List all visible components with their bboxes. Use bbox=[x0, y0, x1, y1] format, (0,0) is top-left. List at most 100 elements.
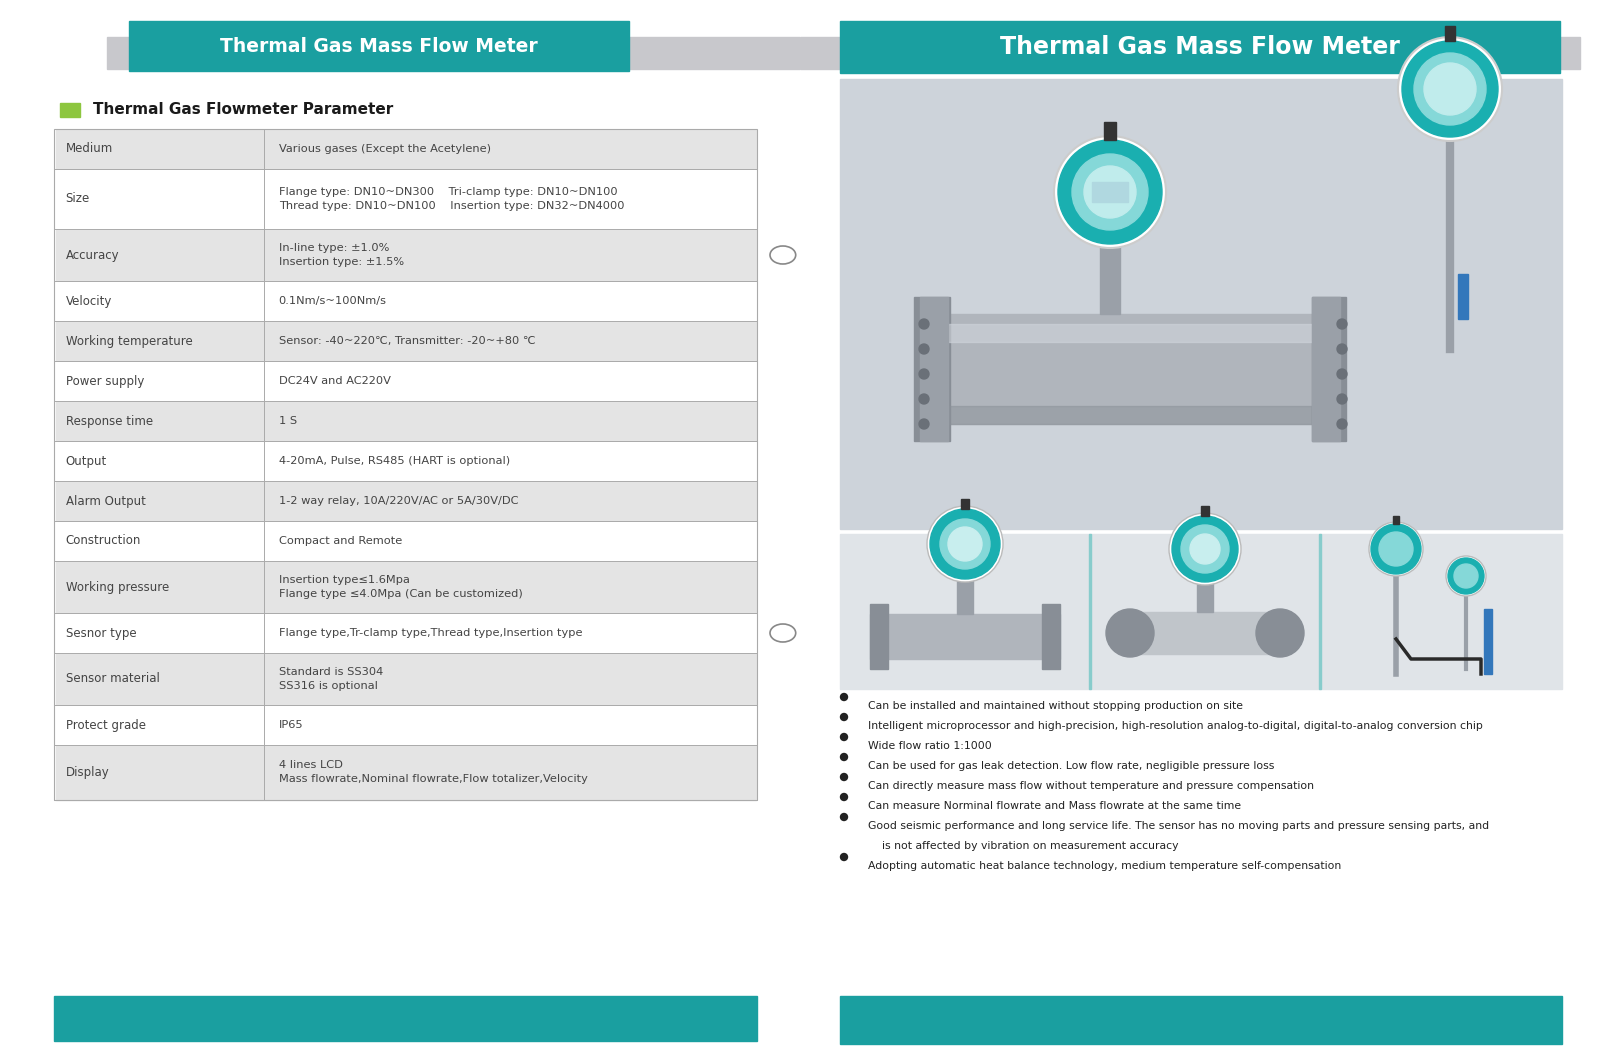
Circle shape bbox=[840, 813, 848, 821]
Circle shape bbox=[1072, 154, 1149, 230]
Text: Good seismic performance and long service life. The sensor has no moving parts a: Good seismic performance and long servic… bbox=[867, 821, 1490, 831]
Bar bbox=[1130, 612, 1280, 654]
Text: 1-2 way relay, 10A/220V/AC or 5A/30V/DC: 1-2 way relay, 10A/220V/AC or 5A/30V/DC bbox=[278, 496, 518, 506]
Text: Display: Display bbox=[66, 766, 109, 779]
Bar bbox=[107, 37, 806, 69]
Text: Protect grade: Protect grade bbox=[66, 718, 146, 732]
Circle shape bbox=[918, 319, 930, 329]
Text: Insertion type≤1.6Mpa: Insertion type≤1.6Mpa bbox=[278, 575, 410, 585]
Text: Can measure Norminal flowrate and Mass flowrate at the same time: Can measure Norminal flowrate and Mass f… bbox=[867, 801, 1242, 811]
Circle shape bbox=[840, 793, 848, 801]
Bar bbox=[1042, 604, 1059, 669]
Text: IP65: IP65 bbox=[278, 720, 302, 730]
Circle shape bbox=[1402, 41, 1498, 137]
Bar bbox=[1320, 534, 1562, 689]
Text: Insertion type: ±1.5%: Insertion type: ±1.5% bbox=[278, 257, 403, 267]
Text: Mass flowrate,Nominal flowrate,Flow totalizer,Velocity: Mass flowrate,Nominal flowrate,Flow tota… bbox=[278, 774, 587, 785]
Circle shape bbox=[1256, 609, 1304, 657]
Bar bbox=[56, 282, 755, 321]
Bar bbox=[920, 297, 947, 441]
Bar bbox=[1312, 297, 1341, 441]
Text: Wide flow ratio 1:1000: Wide flow ratio 1:1000 bbox=[867, 741, 992, 751]
Circle shape bbox=[1338, 394, 1347, 403]
Bar bbox=[1197, 582, 1213, 612]
Text: Flange type ≤4.0Mpa (Can be customized): Flange type ≤4.0Mpa (Can be customized) bbox=[278, 589, 522, 599]
Circle shape bbox=[930, 509, 1000, 579]
Circle shape bbox=[1190, 534, 1221, 564]
Text: Sensor: -40~220℃, Transmitter: -20~+80 ℃: Sensor: -40~220℃, Transmitter: -20~+80 ℃ bbox=[278, 336, 534, 346]
Text: Thermal Gas Mass Flow Meter: Thermal Gas Mass Flow Meter bbox=[219, 36, 538, 55]
Bar bbox=[1318, 534, 1322, 689]
Circle shape bbox=[1371, 524, 1421, 574]
Bar bbox=[56, 746, 755, 800]
Text: Can be used for gas leak detection. Low flow rate, negligible pressure loss: Can be used for gas leak detection. Low … bbox=[867, 761, 1274, 771]
Bar bbox=[1091, 182, 1128, 202]
Bar bbox=[870, 604, 888, 669]
Text: Flange type: DN10~DN300    Tri-clamp type: DN10~DN100: Flange type: DN10~DN300 Tri-clamp type: … bbox=[278, 187, 618, 197]
Text: 0.1Nm/s~100Nm/s: 0.1Nm/s~100Nm/s bbox=[278, 297, 387, 306]
Circle shape bbox=[1054, 136, 1166, 248]
Bar bbox=[840, 79, 1562, 530]
Circle shape bbox=[1106, 609, 1154, 657]
Bar bbox=[1090, 534, 1320, 689]
Text: Thread type: DN10~DN100    Insertion type: DN32~DN4000: Thread type: DN10~DN100 Insertion type: … bbox=[278, 201, 624, 211]
Circle shape bbox=[840, 854, 848, 861]
Text: Power supply: Power supply bbox=[66, 375, 144, 388]
Bar bbox=[962, 499, 970, 509]
Circle shape bbox=[840, 714, 848, 720]
Circle shape bbox=[840, 734, 848, 740]
Bar bbox=[56, 230, 755, 281]
Text: Alarm Output: Alarm Output bbox=[66, 495, 146, 507]
Circle shape bbox=[941, 519, 990, 569]
Bar bbox=[957, 579, 973, 614]
Circle shape bbox=[1370, 522, 1422, 576]
Circle shape bbox=[1085, 166, 1136, 218]
Text: Output: Output bbox=[66, 454, 107, 467]
Bar bbox=[56, 169, 755, 229]
Bar bbox=[56, 561, 755, 612]
Text: Thermal Gas Flowmeter Parameter: Thermal Gas Flowmeter Parameter bbox=[93, 103, 394, 118]
Text: Various gases (Except the Acetylene): Various gases (Except the Acetylene) bbox=[278, 144, 491, 154]
Circle shape bbox=[1338, 369, 1347, 379]
Text: Sesnor type: Sesnor type bbox=[66, 627, 136, 640]
Text: is not affected by vibration on measurement accuracy: is not affected by vibration on measurem… bbox=[882, 841, 1179, 851]
Circle shape bbox=[1181, 525, 1229, 573]
Circle shape bbox=[918, 394, 930, 403]
Bar bbox=[56, 653, 755, 704]
Bar bbox=[56, 613, 755, 652]
Bar bbox=[56, 482, 755, 521]
Bar bbox=[56, 129, 755, 168]
Text: Standard is SS304: Standard is SS304 bbox=[278, 667, 382, 677]
Bar bbox=[61, 103, 80, 116]
Bar bbox=[870, 614, 1059, 659]
Circle shape bbox=[1454, 564, 1478, 588]
Bar bbox=[56, 442, 755, 481]
Bar bbox=[840, 997, 1562, 1044]
Text: 1 S: 1 S bbox=[278, 416, 296, 426]
Circle shape bbox=[1338, 419, 1347, 429]
Circle shape bbox=[1171, 516, 1238, 582]
Circle shape bbox=[918, 369, 930, 379]
Circle shape bbox=[1338, 319, 1347, 329]
Text: 4-20mA, Pulse, RS485 (HART is optional): 4-20mA, Pulse, RS485 (HART is optional) bbox=[278, 456, 510, 466]
Text: Working temperature: Working temperature bbox=[66, 335, 192, 347]
Circle shape bbox=[1058, 140, 1162, 244]
Bar bbox=[947, 315, 1312, 424]
Bar bbox=[947, 324, 1312, 342]
Bar bbox=[54, 129, 757, 800]
Text: Flange type,Tr-clamp type,Thread type,Insertion type: Flange type,Tr-clamp type,Thread type,In… bbox=[278, 628, 582, 638]
Circle shape bbox=[947, 527, 982, 561]
Text: In-line type: ±1.0%: In-line type: ±1.0% bbox=[278, 243, 389, 253]
Circle shape bbox=[1379, 532, 1413, 566]
Circle shape bbox=[1170, 513, 1242, 585]
Bar bbox=[1090, 534, 1091, 689]
Bar bbox=[56, 521, 755, 560]
Bar bbox=[800, 37, 1581, 69]
Text: Size: Size bbox=[66, 193, 90, 205]
Text: Response time: Response time bbox=[66, 414, 154, 428]
Circle shape bbox=[1398, 37, 1502, 141]
Bar bbox=[54, 997, 757, 1041]
Text: 4 lines LCD: 4 lines LCD bbox=[278, 760, 342, 771]
Bar bbox=[947, 406, 1312, 424]
Text: DC24V and AC220V: DC24V and AC220V bbox=[278, 376, 390, 385]
